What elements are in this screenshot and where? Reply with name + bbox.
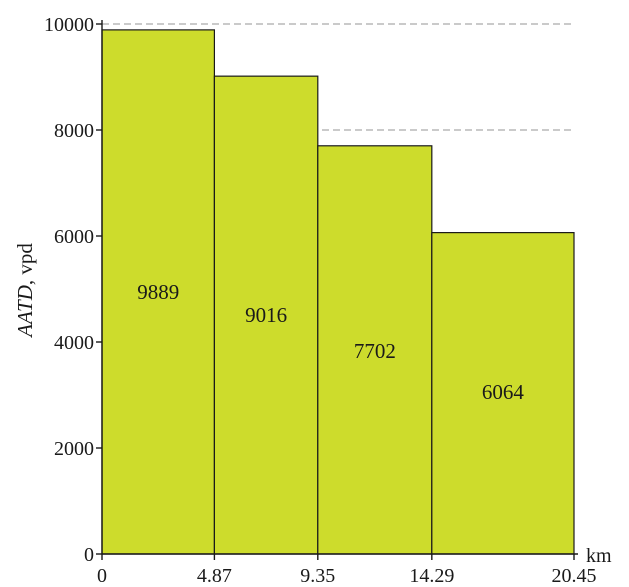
bar-value-label: 6064 (482, 380, 525, 404)
y-tick-label: 6000 (54, 226, 94, 248)
x-axis-unit: km (586, 545, 612, 567)
bars (101, 29, 575, 555)
bar-value-label: 9889 (137, 280, 179, 304)
y-tick-label: 8000 (54, 120, 94, 142)
labels: 9889 9016 7702 6064 0 2000 4000 6000 8000 10000 0 4… (44, 14, 597, 587)
x-tick-label: 20.45 (552, 565, 597, 587)
y-tick-label: 2000 (54, 438, 94, 460)
y-axis-title: AATD, vpd (13, 243, 37, 339)
bar (431, 232, 575, 555)
y-tick-label: 4000 (54, 332, 94, 354)
x-tick-label: 9.35 (300, 565, 335, 587)
bar (317, 145, 433, 555)
bar (213, 75, 319, 555)
x-tick-label: 4.87 (197, 565, 232, 587)
y-tick-label: 10000 (44, 14, 94, 36)
x-tick-label: 14.29 (409, 565, 454, 587)
bar (101, 29, 216, 555)
bar-value-label: 7702 (354, 339, 396, 363)
y-axis-title-italic: AATD (13, 285, 37, 339)
axes (96, 20, 578, 560)
x-tick-label: 0 (97, 565, 107, 587)
bar-value-label: 9016 (245, 303, 287, 327)
y-axis-title-rest: , vpd (13, 243, 37, 286)
y-tick-label: 0 (84, 544, 94, 566)
